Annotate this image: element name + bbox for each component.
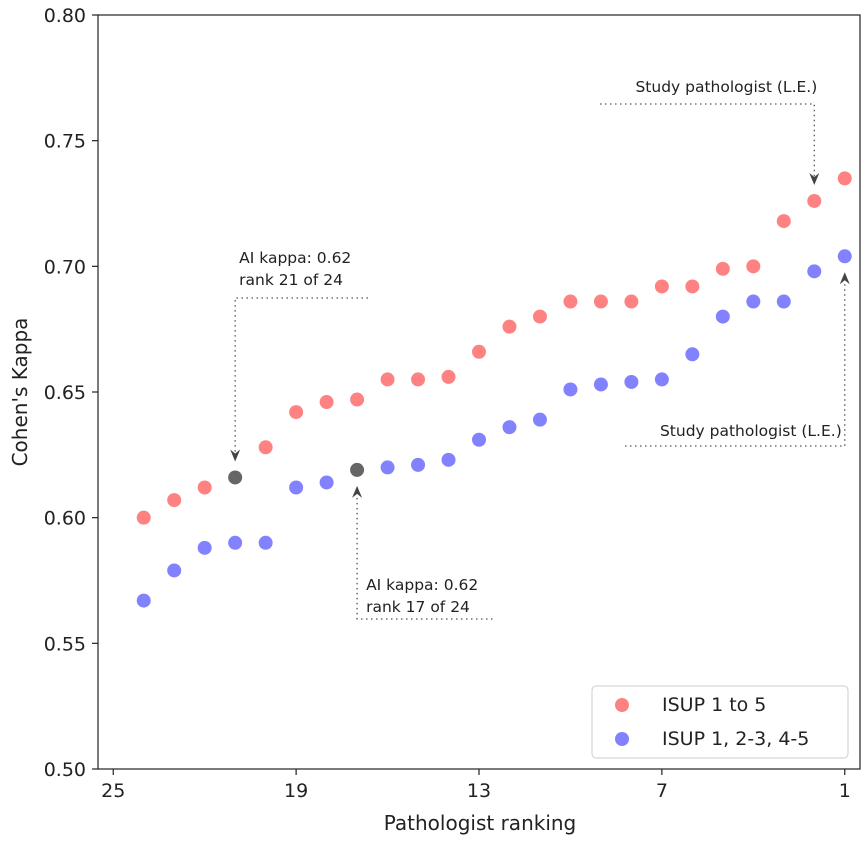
x-tick-label: 1 bbox=[839, 780, 851, 802]
study-red-arrow bbox=[809, 172, 820, 185]
ai-red-annotation-text: AI kappa: 0.62 bbox=[239, 249, 351, 267]
point-series-0 bbox=[654, 279, 669, 294]
point-series-1 bbox=[319, 475, 334, 490]
point-series-0 bbox=[350, 392, 365, 407]
study-blue-arrow bbox=[839, 272, 850, 285]
ai-red-leader-line bbox=[234, 297, 368, 454]
point-series-1 bbox=[380, 460, 395, 475]
point-series-1 bbox=[532, 412, 547, 427]
point-series-1 bbox=[197, 540, 212, 555]
study-red-annotation-text: Study pathologist (L.E.) bbox=[635, 78, 817, 96]
point-series-1 bbox=[411, 457, 426, 472]
legend: ISUP 1 to 5 ISUP 1, 2-3, 4-5 bbox=[591, 685, 849, 759]
point-series-0 bbox=[837, 171, 852, 186]
point-series-1 bbox=[776, 294, 791, 309]
point-series-1 bbox=[472, 432, 486, 447]
ai-blue-arrow bbox=[352, 485, 363, 498]
ai-blue-leader-line bbox=[356, 497, 494, 620]
point-series-1 bbox=[441, 452, 456, 467]
y-tick-label: 0.55 bbox=[44, 633, 86, 655]
point-series-0 bbox=[197, 480, 212, 495]
ai-blue-annotation-text: rank 17 of 24 bbox=[366, 598, 470, 616]
point-series-1 bbox=[837, 249, 852, 264]
y-tick-label: 0.60 bbox=[44, 508, 86, 530]
point-series-0 bbox=[258, 440, 273, 455]
study-blue-annotation-text: Study pathologist (L.E.) bbox=[660, 422, 842, 440]
plot-frame bbox=[97, 14, 861, 770]
point-series-1 bbox=[228, 535, 243, 550]
point-series-0 bbox=[593, 294, 608, 309]
ai-red-arrow bbox=[230, 449, 241, 462]
point-series-0 bbox=[532, 309, 547, 324]
point-series-1 bbox=[654, 372, 669, 387]
y-tick-label: 0.65 bbox=[44, 382, 86, 404]
data-points bbox=[136, 171, 852, 608]
point-series-0 bbox=[715, 261, 730, 276]
legend-label-isup-1-to-5: ISUP 1 to 5 bbox=[662, 694, 766, 716]
axis-ticks: 25 19 13 7 1 0.50 0.55 0.60 0.65 0.70 0.75 0.80 bbox=[44, 5, 851, 802]
point-series-0 bbox=[685, 279, 700, 294]
point-series-0 bbox=[289, 405, 304, 420]
point-series-1 bbox=[715, 309, 730, 324]
annotations: AI kappa: 0.62 rank 21 of 24 AI kappa: 0.6… bbox=[230, 78, 850, 620]
point-series-0 bbox=[807, 193, 822, 208]
y-tick-label: 0.50 bbox=[44, 759, 86, 781]
x-tick-label: 19 bbox=[284, 780, 308, 802]
point-series-0 bbox=[624, 294, 639, 309]
point-series-0 bbox=[563, 294, 578, 309]
ai-red-annotation-text: rank 21 of 24 bbox=[239, 271, 343, 289]
study-red-leader-line bbox=[600, 103, 815, 177]
point-series-1 bbox=[746, 294, 761, 309]
ai-point bbox=[228, 470, 243, 485]
point-series-0 bbox=[472, 344, 486, 359]
x-axis-label: Pathologist ranking bbox=[384, 811, 577, 835]
legend-label-isup-grouped: ISUP 1, 2-3, 4-5 bbox=[662, 728, 809, 750]
legend-box bbox=[591, 685, 849, 759]
legend-marker-isup-grouped bbox=[615, 732, 629, 746]
point-series-1 bbox=[685, 347, 700, 362]
ai-point bbox=[350, 462, 365, 477]
point-series-0 bbox=[776, 214, 791, 229]
point-series-0 bbox=[411, 372, 426, 387]
y-tick-label: 0.70 bbox=[44, 256, 86, 278]
point-series-0 bbox=[441, 369, 456, 384]
x-tick-label: 13 bbox=[467, 780, 491, 802]
y-axis-label: Cohen's Kappa bbox=[8, 318, 32, 467]
y-tick-label: 0.80 bbox=[44, 5, 86, 27]
point-series-1 bbox=[807, 264, 822, 279]
point-series-1 bbox=[167, 563, 182, 578]
x-tick-label: 7 bbox=[656, 780, 668, 802]
point-series-0 bbox=[167, 493, 182, 508]
point-series-0 bbox=[319, 395, 334, 410]
point-series-0 bbox=[380, 372, 395, 387]
point-series-0 bbox=[502, 319, 517, 334]
point-series-1 bbox=[563, 382, 578, 397]
point-series-1 bbox=[258, 535, 273, 550]
point-series-1 bbox=[136, 593, 151, 608]
ai-blue-annotation-text: AI kappa: 0.62 bbox=[366, 576, 478, 594]
point-series-1 bbox=[593, 377, 608, 392]
point-series-0 bbox=[746, 259, 761, 274]
point-series-1 bbox=[624, 374, 639, 389]
y-tick-label: 0.75 bbox=[44, 131, 86, 153]
point-series-0 bbox=[136, 510, 151, 525]
point-series-1 bbox=[502, 420, 517, 435]
legend-marker-isup-1-to-5 bbox=[615, 698, 629, 712]
point-series-1 bbox=[289, 480, 304, 495]
x-tick-label: 25 bbox=[101, 780, 125, 802]
